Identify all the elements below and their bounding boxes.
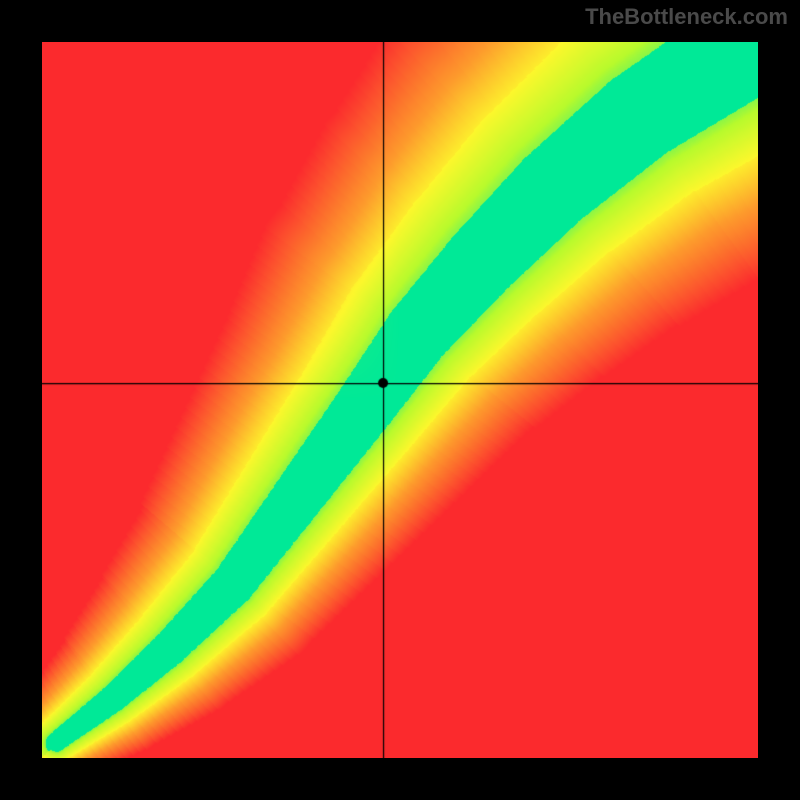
- watermark-text: TheBottleneck.com: [585, 4, 788, 30]
- bottleneck-heatmap: [42, 42, 758, 758]
- chart-container: TheBottleneck.com: [0, 0, 800, 800]
